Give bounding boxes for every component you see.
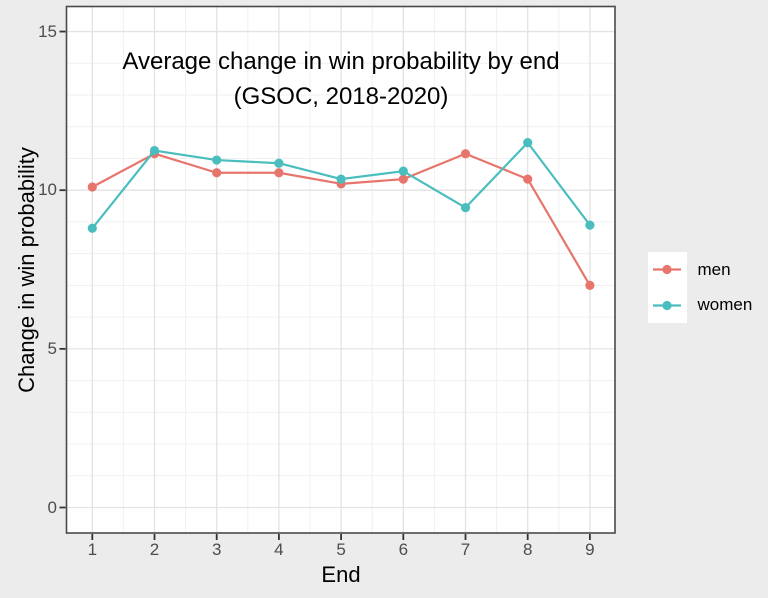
legend-item-women: women [648, 287, 753, 323]
legend-line-dot-icon [653, 265, 682, 275]
x-tick-label: 4 [274, 540, 284, 559]
legend-key-women [648, 287, 687, 323]
legend: men women [648, 252, 752, 323]
x-axis-title: End [321, 562, 361, 587]
legend-line-dot-icon [653, 300, 682, 310]
x-tick-label: 1 [87, 540, 98, 559]
x-tick-label: 9 [585, 540, 595, 559]
legend-label-men: men [697, 259, 731, 279]
chart-title-line2: (GSOC, 2018-2020) [233, 83, 449, 110]
x-tick-label: 3 [211, 540, 222, 559]
x-tick-label: 5 [336, 540, 346, 559]
y-tick-label: 5 [47, 338, 57, 358]
legend-label-women: women [697, 295, 753, 315]
chart-title: Average change in win probability by end… [66, 44, 616, 114]
x-tick-label: 2 [149, 540, 160, 559]
x-tick-label: 8 [522, 540, 533, 559]
legend-item-men: men [648, 252, 752, 288]
x-tick-label: 6 [398, 540, 409, 559]
y-tick-label: 10 [38, 180, 57, 200]
legend-key-men [648, 252, 687, 288]
chart-title-line1: Average change in win probability by end [122, 48, 560, 75]
y-axis-title: Change in win probability [14, 147, 39, 393]
y-tick-label: 0 [47, 497, 57, 517]
x-tick-label: 7 [460, 540, 471, 559]
y-tick-label: 15 [38, 21, 57, 41]
